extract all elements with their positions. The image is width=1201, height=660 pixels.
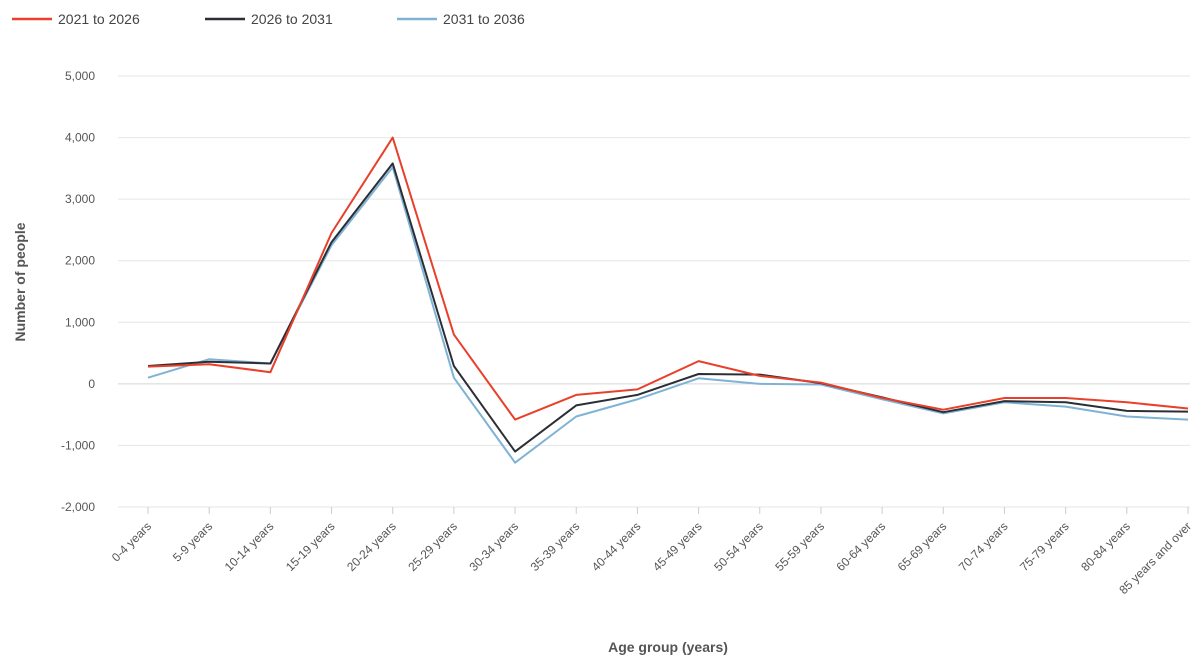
series-line: [147, 136, 1189, 421]
x-tick-label: 15-19 years: [283, 519, 338, 574]
x-tick-label: 80-84 years: [1078, 519, 1133, 574]
series-lines: [147, 136, 1189, 464]
x-tick-label: 10-14 years: [222, 519, 277, 574]
x-tick-label: 50-54 years: [711, 519, 766, 574]
y-tick-label: 3,000: [65, 192, 95, 206]
y-tick-label: -1,000: [61, 438, 95, 452]
y-axis-ticks: -2,000 -1,000 0 1,000 2,000 3,000 4,000 5,000: [61, 69, 95, 514]
x-tick-label: 45-49 years: [650, 519, 705, 574]
x-tick-label: 30-34 years: [466, 519, 521, 574]
x-tick-label: 35-39 years: [528, 519, 583, 574]
legend: 2021 to 2026 2026 to 2031 2031 to 2036: [12, 11, 525, 27]
x-tick-label: 40-44 years: [589, 519, 644, 574]
y-tick-label: 0: [88, 377, 95, 391]
x-axis-ticks: 0-4 years 5-9 years 10-14 years 15-19 years…: [109, 507, 1194, 597]
y-tick-label: 2,000: [65, 254, 95, 268]
y-tick-label: 4,000: [65, 131, 95, 145]
x-tick-label: 25-29 years: [405, 519, 460, 574]
y-tick-label: -2,000: [61, 500, 95, 514]
x-axis-title: Age group (years): [608, 639, 728, 655]
x-tick-label: 55-59 years: [772, 519, 827, 574]
series-line: [147, 162, 1189, 453]
x-tick-label: 5-9 years: [170, 519, 215, 564]
y-tick-label: 5,000: [65, 69, 95, 83]
x-tick-label: 70-74 years: [956, 519, 1011, 574]
legend-label: 2026 to 2031: [251, 11, 333, 27]
gridlines: [118, 75, 1190, 508]
legend-label: 2021 to 2026: [58, 11, 140, 27]
y-tick-label: 1,000: [65, 315, 95, 329]
x-tick-label: 60-64 years: [834, 519, 889, 574]
legend-label: 2031 to 2036: [443, 11, 525, 27]
x-tick-label: 0-4 years: [109, 519, 154, 564]
series-line: [147, 166, 1189, 464]
x-tick-label: 65-69 years: [895, 519, 950, 574]
x-tick-label: 75-79 years: [1017, 519, 1072, 574]
y-axis-title: Number of people: [12, 222, 28, 341]
x-tick-label: 20-24 years: [344, 519, 399, 574]
